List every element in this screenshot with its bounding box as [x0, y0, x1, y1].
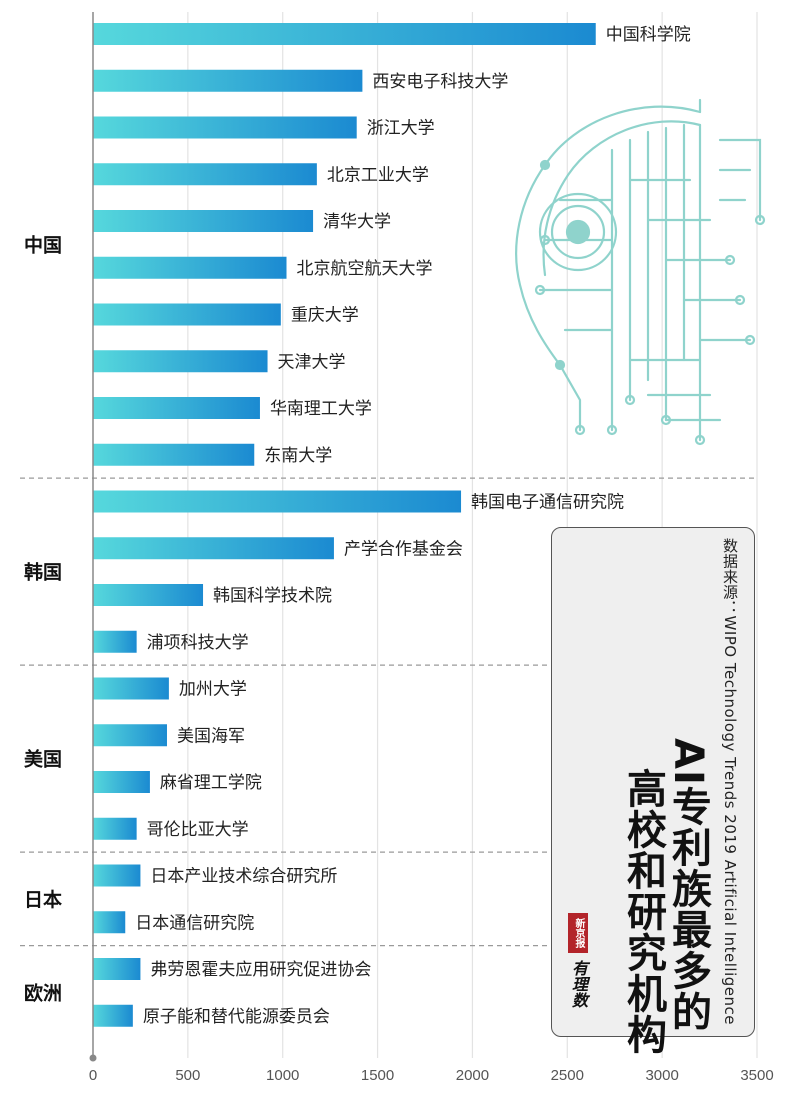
bar-label: 原子能和替代能源委员会 [143, 1007, 330, 1027]
bar-label: 浦项科技大学 [147, 633, 249, 653]
bar [93, 69, 363, 92]
bar-label: 华南理工大学 [270, 399, 372, 419]
bar-label: 东南大学 [264, 446, 332, 466]
region-label: 韩国 [24, 561, 62, 584]
circuit-brain-illustration [515, 98, 766, 446]
bar [93, 771, 150, 793]
bar [93, 1004, 133, 1027]
bar [93, 163, 317, 186]
chart-title-line1: AI专利族最多的 [665, 738, 711, 1032]
bar-label: 产学合作基金会 [344, 539, 463, 559]
bar-label: 日本产业技术综合研究所 [150, 867, 337, 887]
region-label: 欧洲 [24, 981, 62, 1004]
bar [93, 537, 334, 560]
bar [93, 210, 314, 232]
brand-logo: 新京报 [568, 913, 588, 953]
bar [93, 116, 357, 139]
x-tick-label: 3000 [645, 1067, 678, 1084]
bar [93, 817, 137, 840]
bar-label: 浙江大学 [367, 119, 435, 139]
bar-label: 清华大学 [323, 212, 391, 232]
region-label: 中国 [24, 233, 62, 256]
bar [93, 256, 287, 279]
x-tick-label: 2500 [551, 1067, 584, 1084]
region-label: 日本 [24, 888, 62, 911]
x-tick-label: 1000 [266, 1067, 299, 1084]
bar [93, 490, 462, 513]
bar [93, 630, 137, 653]
bar [93, 958, 141, 980]
bar-label: 韩国电子通信研究院 [471, 493, 624, 513]
x-tick-label: 3500 [740, 1067, 773, 1084]
bar-label: 美国海军 [177, 726, 245, 746]
bar [93, 724, 167, 747]
bar-label: 天津大学 [278, 352, 346, 372]
bar-label: 重庆大学 [291, 306, 359, 326]
title-card: 数据来源：WIPO Technology Trends 2019 Artific… [551, 527, 755, 1055]
x-tick-label: 1500 [361, 1067, 394, 1084]
chart-title-line2: 高校和研究机构 [620, 768, 666, 1055]
bar [93, 443, 255, 466]
bar [93, 397, 260, 419]
bar [93, 584, 204, 606]
bar [93, 350, 268, 373]
bar-label: 麻省理工学院 [160, 773, 262, 793]
bar-label: 韩国科学技术院 [213, 586, 332, 606]
bar-label: 弗劳恩霍夫应用研究促进协会 [150, 960, 371, 980]
bar [93, 911, 126, 934]
bar [93, 677, 169, 700]
bar-label: 北京航空航天大学 [297, 259, 433, 279]
bar-label: 西安电子科技大学 [372, 72, 508, 92]
data-source-note: 数据来源：WIPO Technology Trends 2019 Artific… [721, 538, 739, 1025]
brand-mark: 有理数 [569, 960, 588, 1008]
bar [93, 864, 141, 887]
bar-label: 哥伦比亚大学 [147, 820, 249, 840]
bar-label: 北京工业大学 [327, 165, 429, 185]
x-tick-label: 500 [175, 1067, 200, 1084]
x-tick-label: 0 [89, 1067, 97, 1084]
bar-label: 中国科学院 [606, 25, 691, 45]
bar-label: 日本通信研究院 [135, 913, 254, 933]
bar [93, 23, 596, 45]
axis-origin-dot [89, 1054, 97, 1062]
region-label: 美国 [24, 748, 62, 771]
bar-label: 加州大学 [179, 680, 247, 700]
bar [93, 303, 281, 326]
x-tick-label: 2000 [456, 1067, 489, 1084]
